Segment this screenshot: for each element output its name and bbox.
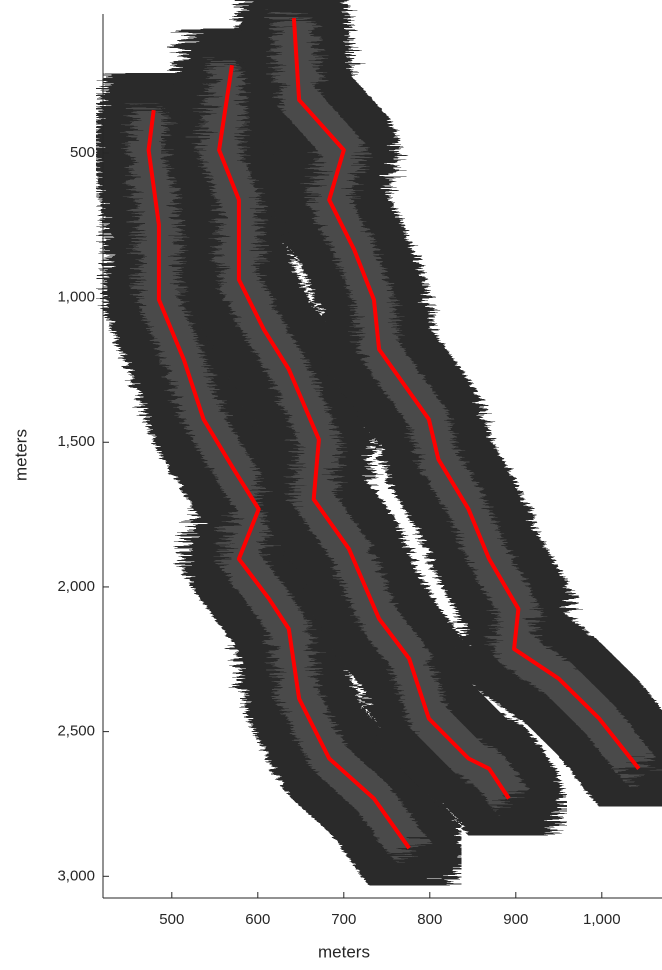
y-tick-label: 2,000 bbox=[57, 578, 95, 595]
y-axis-label: meters bbox=[11, 429, 30, 481]
x-tick-label: 800 bbox=[417, 911, 442, 928]
x-tick-label: 900 bbox=[503, 911, 528, 928]
trace-line bbox=[291, 17, 641, 770]
x-tick-label: 500 bbox=[159, 911, 184, 928]
x-tick-label: 1,000 bbox=[583, 911, 621, 928]
x-tick-label: 700 bbox=[331, 911, 356, 928]
plot-area bbox=[93, 0, 662, 904]
y-tick-label: 1,000 bbox=[57, 289, 95, 306]
y-tick-label: 500 bbox=[70, 144, 95, 161]
trace-line bbox=[146, 109, 411, 850]
y-tick-label: 3,000 bbox=[57, 867, 95, 884]
y-tick-label: 2,500 bbox=[57, 723, 95, 740]
y-tick-label: 1,500 bbox=[57, 433, 95, 450]
x-axis-label: meters bbox=[318, 942, 370, 961]
trace-line bbox=[217, 64, 511, 800]
x-tick-label: 600 bbox=[245, 911, 270, 928]
